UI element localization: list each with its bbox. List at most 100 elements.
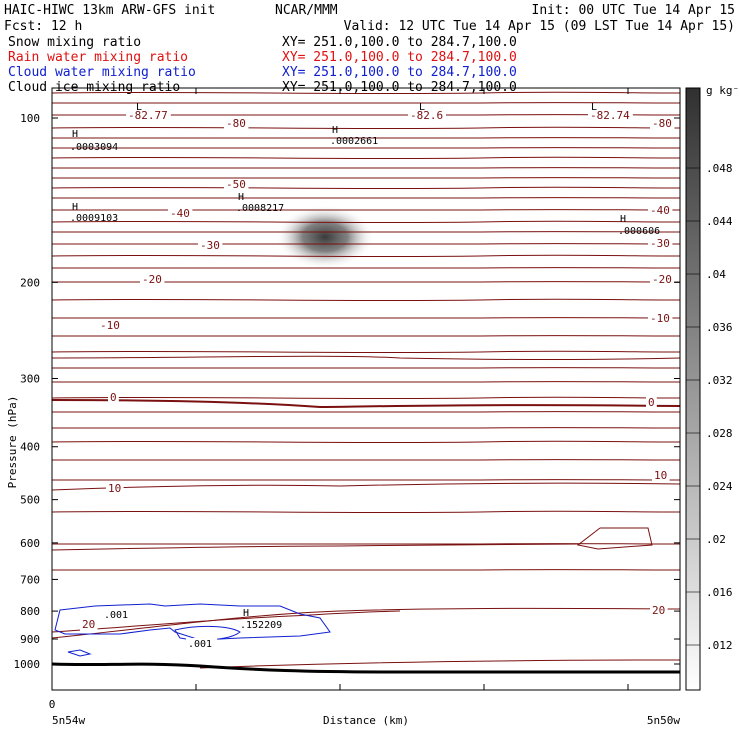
temperature-label: 10 bbox=[108, 482, 121, 495]
y-tick-label: 300 bbox=[20, 373, 40, 386]
temperature-label: -80 bbox=[652, 117, 672, 130]
y-tick-label: 1000 bbox=[14, 658, 41, 671]
temperature-contour-10-closed bbox=[576, 527, 653, 550]
y-axis-label: Pressure (hPa) bbox=[6, 396, 19, 489]
field-legend: Snow mixing ratio XY= 251.0,100.0 to 284.… bbox=[8, 35, 517, 95]
temperature-label-bg bbox=[140, 274, 165, 286]
high-marker: H bbox=[243, 608, 249, 619]
temperature-contour-line bbox=[51, 220, 681, 224]
x-zero-label: 0 bbox=[49, 698, 56, 711]
y-tick-label: 400 bbox=[20, 441, 40, 454]
colorbar-tick-label: .028 bbox=[706, 427, 733, 440]
temperature-label: -10 bbox=[100, 319, 120, 332]
temperature-contour-line bbox=[51, 459, 681, 461]
temperature-contour-line bbox=[51, 440, 681, 444]
temperature-label-bg bbox=[652, 470, 670, 482]
header: HAIC-HIWC 13km ARW-GFS init NCAR/MMM Ini… bbox=[4, 3, 735, 95]
cloud-water-label: .001 bbox=[104, 610, 128, 621]
cloud-water-label: .001 bbox=[188, 639, 212, 650]
temperature-contour-line bbox=[51, 543, 681, 545]
temperature-contour-line bbox=[51, 510, 681, 514]
temperature-label: -20 bbox=[142, 273, 162, 286]
temperature-label-bg bbox=[588, 110, 633, 122]
temperature-contour-line bbox=[51, 543, 581, 551]
temperature-label: -10 bbox=[650, 312, 670, 325]
header-valid: Valid: 12 UTC Tue 14 Apr 15 (09 LST Tue … bbox=[344, 19, 735, 34]
temperature-label-bg bbox=[650, 605, 668, 617]
low-marker: L bbox=[419, 102, 425, 113]
colorbar-tick-label: .016 bbox=[706, 586, 733, 599]
colorbar-ticks: .048 .044 .04 .036 .032 .028 .024 .02 .016 .012 bbox=[686, 162, 733, 652]
temperature-contour-line bbox=[51, 91, 681, 95]
temperature-label: -40 bbox=[170, 207, 190, 220]
high-value: .0002661 bbox=[330, 136, 378, 147]
terrain-surface bbox=[51, 662, 680, 674]
temperature-contour-line bbox=[51, 156, 681, 160]
temperature-label-bg bbox=[646, 397, 657, 409]
temperature-label-bg bbox=[198, 240, 223, 252]
high-value: .0003094 bbox=[70, 142, 118, 153]
temperature-label: -30 bbox=[200, 239, 220, 252]
temperature-contours bbox=[51, 91, 681, 571]
temperature-contour-line bbox=[51, 281, 681, 283]
cloud-water-label-bg bbox=[186, 638, 218, 650]
temperature-label-bg bbox=[98, 320, 123, 332]
temperature-label: 0 bbox=[110, 391, 117, 404]
cloud-water-contour-inner bbox=[174, 625, 241, 641]
field-xy: XY= 251.0,100.0 to 284.7,100.0 bbox=[282, 50, 517, 65]
high-marker: H bbox=[72, 129, 78, 140]
temperature-label: 0 bbox=[648, 396, 655, 409]
y-tick-label: 100 bbox=[20, 112, 40, 125]
temperature-contour-line bbox=[51, 126, 681, 130]
colorbar-unit: g kg⁻¹ bbox=[706, 84, 740, 97]
temperature-label-bg bbox=[224, 118, 249, 130]
high-value: .000606 bbox=[618, 226, 660, 237]
temperature-label: -82.77 bbox=[128, 109, 168, 122]
field-name: Rain water mixing ratio bbox=[8, 50, 188, 65]
rain-water-contours bbox=[51, 527, 681, 669]
high-value: .0009103 bbox=[70, 213, 118, 224]
temperature-contour-line bbox=[51, 335, 681, 337]
colorbar-tick-label: .012 bbox=[706, 639, 733, 652]
colorbar-tick-label: .048 bbox=[706, 162, 733, 175]
colorbar-gradient bbox=[685, 87, 701, 691]
colorbar-tick-label: .024 bbox=[706, 480, 733, 493]
temperature-label-bg bbox=[650, 274, 675, 286]
contour-labels: -82.77 -80 -82.6 -82.74 -80 -50 -40 -40 -30 -30 -2… bbox=[70, 102, 675, 650]
x-start-label: 5n54w bbox=[52, 714, 85, 727]
temperature-label: 10 bbox=[654, 469, 667, 482]
y-tick-label: 500 bbox=[20, 494, 40, 507]
high-value: .152209 bbox=[240, 620, 282, 631]
temperature-contour-line bbox=[51, 243, 681, 245]
low-marker: L bbox=[591, 102, 597, 113]
colorbar-tick-label: .032 bbox=[706, 374, 733, 387]
header-title: HAIC-HIWC 13km ARW-GFS init bbox=[4, 3, 215, 18]
temperature-label-bg bbox=[126, 110, 171, 122]
temperature-contour-line bbox=[51, 427, 681, 429]
field-name: Snow mixing ratio bbox=[8, 35, 141, 50]
colorbar-tick-label: .02 bbox=[706, 533, 726, 546]
temperature-label-bg bbox=[168, 208, 193, 220]
high-marker: H bbox=[332, 125, 338, 136]
plot-frame bbox=[51, 87, 681, 691]
temperature-contour-zero bbox=[51, 399, 681, 409]
temperature-label: 20 bbox=[652, 604, 665, 617]
temperature-label: -80 bbox=[226, 117, 246, 130]
temperature-label-bg bbox=[648, 238, 673, 250]
y-tick-label: 700 bbox=[20, 573, 40, 586]
temperature-label-bg bbox=[648, 205, 673, 217]
snow-mixing-ratio-max bbox=[275, 205, 375, 269]
high-marker: H bbox=[72, 202, 78, 213]
temperature-label: -50 bbox=[226, 178, 246, 191]
header-fcst: Fcst: 12 h bbox=[4, 19, 82, 34]
temperature-label: 20 bbox=[82, 618, 95, 631]
temperature-contour-line bbox=[51, 396, 681, 400]
temperature-label-bg bbox=[650, 118, 675, 130]
y-tick-label: 600 bbox=[20, 537, 40, 550]
field-xy: XY= 251.0,100.0 to 284.7,100.0 bbox=[282, 65, 517, 80]
temperature-contour-line bbox=[51, 479, 681, 481]
colorbar-tick-label: .036 bbox=[706, 321, 733, 334]
colorbar: .048 .044 .04 .036 .032 .028 .024 .02 .016 .012 g… bbox=[685, 84, 740, 691]
